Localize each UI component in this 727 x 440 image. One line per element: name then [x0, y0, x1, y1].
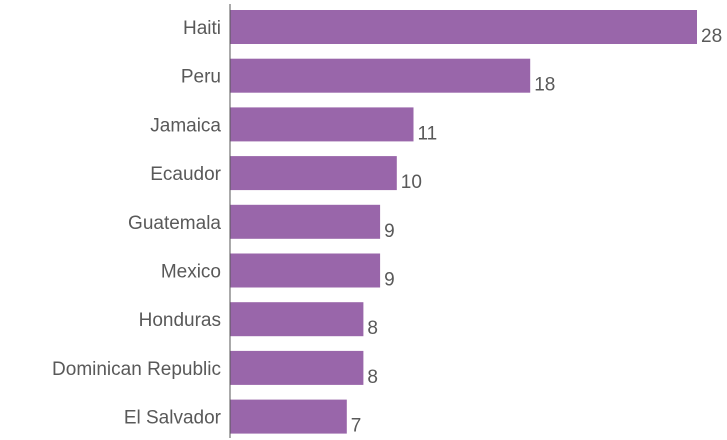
value-label-el-salvador: 7 [351, 416, 362, 437]
category-label-guatemala: Guatemala [128, 213, 221, 234]
value-labels-group: 28 18 11 10 9 9 8 8 7 [351, 26, 722, 437]
bar-ecaudor [230, 156, 397, 191]
bar-peru [230, 58, 531, 93]
category-label-jamaica: Jamaica [150, 115, 221, 136]
bar-el-salvador [230, 399, 347, 434]
category-label-honduras: Honduras [139, 310, 221, 331]
bars-group [230, 10, 697, 434]
value-label-guatemala: 9 [384, 221, 395, 242]
category-label-el-salvador: El Salvador [124, 408, 222, 429]
category-label-mexico: Mexico [161, 262, 221, 283]
category-label-ecaudor: Ecaudor [150, 164, 221, 185]
value-label-ecaudor: 10 [401, 172, 422, 193]
value-label-peru: 18 [534, 75, 555, 96]
category-label-peru: Peru [181, 67, 221, 88]
value-label-honduras: 8 [367, 318, 378, 339]
value-label-jamaica: 11 [418, 123, 438, 144]
bar-honduras [230, 302, 364, 337]
bar-mexico [230, 253, 381, 288]
category-labels-group: Haiti Peru Jamaica Ecaudor Guatemala Mexico Ho… [52, 18, 222, 429]
value-label-haiti: 28 [701, 26, 722, 47]
category-label-haiti: Haiti [183, 18, 221, 39]
value-label-mexico: 9 [384, 270, 395, 291]
value-label-dominican-republic: 8 [367, 367, 378, 388]
bar-dominican-republic [230, 350, 364, 385]
bar-haiti [230, 10, 697, 44]
category-label-dominican-republic: Dominican Republic [52, 359, 221, 380]
bar-guatemala [230, 204, 381, 239]
bar-jamaica [230, 107, 414, 142]
